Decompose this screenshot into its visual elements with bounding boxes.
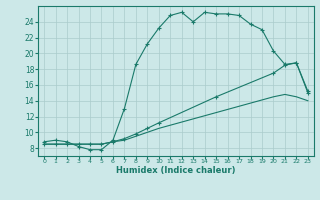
X-axis label: Humidex (Indice chaleur): Humidex (Indice chaleur) bbox=[116, 166, 236, 175]
